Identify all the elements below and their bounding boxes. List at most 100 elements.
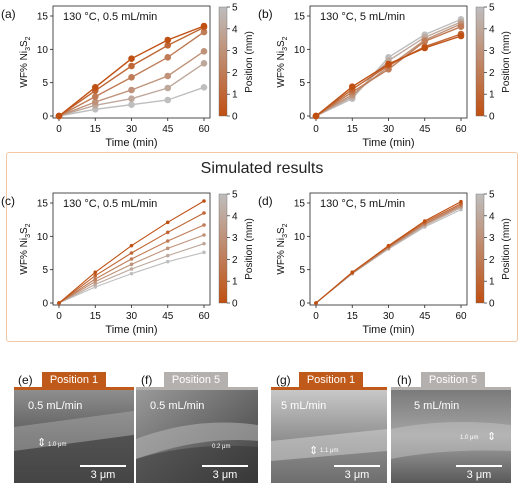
chart-c-xlabel: Time (min)	[105, 324, 157, 336]
chart-b-ylabel: WF% Ni3S2	[276, 36, 289, 87]
chart-a-ylabel-part: S	[19, 40, 30, 47]
chart-b-colorbar-tick-label-0: 0	[489, 112, 495, 123]
chart-b-xlabel: Time (min)	[362, 137, 414, 149]
chart-b-point-pos0	[385, 60, 392, 68]
chart-a-colorbar-tick-label-3: 3	[232, 46, 238, 57]
chart-a-colorbar-tick-label-4: 4	[232, 24, 238, 35]
chart-c-ylabel-part: 2	[25, 223, 32, 227]
chart-b-colorbar-tick-label-3: 3	[489, 46, 495, 57]
scale-bar-g: 3 μm	[332, 465, 382, 481]
chart-a-ylabel-part: WF% Ni	[19, 51, 30, 88]
chart-d-xtick-label-30: 30	[383, 311, 395, 322]
chart-c-point-pos4	[93, 282, 98, 287]
chart-a-point-pos0	[91, 84, 99, 91]
chart-c-point-pos4	[202, 241, 206, 246]
chart-c-point-pos3	[165, 246, 170, 251]
chart-a-xtick-label-60: 60	[198, 124, 210, 135]
chart-a-colorbar	[218, 6, 228, 117]
chart-c-point-pos0	[165, 220, 170, 225]
chart-c-colorbar-tick-label-0: 0	[232, 299, 238, 310]
chart-a-point-pos0	[55, 112, 63, 120]
chart-b-xtick-label-15: 15	[347, 124, 359, 135]
chart-c-point-pos1	[202, 211, 206, 215]
flow-label-g: 5 mL/min	[281, 400, 327, 412]
chart-c-point-pos1	[165, 230, 170, 235]
thickness-arrow-e: ⇕	[37, 437, 47, 449]
chart-c-point-pos3	[93, 279, 98, 284]
chart-a-colorbar-tick-label-1: 1	[232, 90, 238, 101]
chart-c-ylabel: WF% Ni3S2	[19, 223, 32, 274]
flow-label-h: 5 mL/min	[414, 400, 460, 412]
chart-d-point-pos0	[459, 199, 463, 204]
sem-image-g	[271, 389, 387, 483]
chart-d-ylabel-part: 2	[282, 223, 289, 227]
sem-image-f	[136, 389, 258, 483]
chart-a-colorbar-tick-label-0: 0	[232, 112, 238, 123]
chart-c-point-pos5	[202, 250, 206, 255]
chart-a-point-pos4	[128, 95, 135, 102]
chart-b-point-pos0	[457, 32, 465, 40]
simulated-results-title: Simulated results	[200, 160, 324, 177]
chart-d-point-pos0	[422, 219, 427, 223]
chart-c-ytick-label-5: 5	[42, 265, 48, 276]
chart-c-point-pos2	[129, 257, 134, 261]
position-tab-e: Position 1	[42, 372, 106, 388]
chart-b-colorbar-tick-label-1: 1	[489, 90, 495, 101]
chart-c-point-pos3	[202, 233, 206, 237]
chart-c-point-pos5	[165, 259, 170, 264]
chart-d-ylabel-part: S	[276, 227, 287, 234]
chart-a-point-pos3	[200, 48, 208, 55]
chart-a-xlabel: Time (min)	[105, 137, 157, 149]
thickness-label-f: 0.2 μm	[212, 444, 231, 450]
chart-c-point-pos2	[93, 277, 98, 281]
flow-label-e: 0.5 mL/min	[28, 400, 83, 412]
chart-d-ytick-label-5: 5	[299, 265, 305, 276]
chart-d-xtick-label-60: 60	[455, 311, 467, 322]
chart-c-ytick-label-0: 0	[42, 299, 48, 310]
chart-b-colorbar-tick-label-5: 5	[489, 3, 495, 14]
chart-b-ylabel-part: WF% Ni	[276, 51, 287, 88]
chart-b-panel-letter: (b)	[258, 7, 273, 21]
chart-d-condition: 130 °C, 5 mL/min	[320, 198, 405, 210]
chart-a-ytick-label-15: 15	[37, 12, 49, 23]
chart-c-xtick-label-45: 45	[162, 311, 174, 322]
chart-c-point-pos4	[129, 267, 134, 271]
thickness-label-g: 1.1 μm	[320, 448, 339, 454]
flow-label-f: 0.5 mL/min	[150, 400, 205, 412]
chart-c-panel-letter: (c)	[1, 194, 15, 208]
panel-letter-f: (f)	[141, 373, 153, 387]
chart-b-colorbar-tick-label-4: 4	[489, 24, 495, 35]
chart-d-xtick-label-45: 45	[419, 311, 431, 322]
tab-underline-e	[14, 387, 134, 390]
panel-letter-h: (h)	[397, 373, 412, 387]
chart-c-condition: 130 °C, 0.5 mL/min	[63, 198, 157, 210]
chart-b-ytick-label-0: 0	[299, 112, 305, 123]
chart-c-point-pos2	[202, 223, 206, 227]
chart-b-condition: 130 °C, 5 mL/min	[320, 11, 405, 23]
chart-c-xtick-label-15: 15	[90, 311, 102, 322]
scale-bar-e: 3 μm	[78, 465, 128, 481]
chart-b-xtick-label-0: 0	[313, 124, 319, 135]
position-tab-h: Position 5	[421, 372, 485, 388]
chart-a-point-pos4	[164, 84, 172, 92]
chart-a-ytick-label-0: 0	[42, 112, 48, 123]
chart-d-point-pos0	[386, 243, 391, 248]
chart-c-point-pos0	[57, 301, 61, 305]
chart-b-ytick-label-15: 15	[294, 12, 306, 23]
chart-a-point-pos3	[91, 98, 99, 106]
chart-b-colorbar-label: Position (mm)	[501, 31, 512, 93]
chart-a-point-pos0	[200, 22, 208, 30]
chart-c-xtick-label-60: 60	[198, 311, 210, 322]
chart-c-point-pos1	[129, 251, 134, 255]
chart-a-point-pos2	[200, 28, 208, 36]
chart-a-colorbar-tick-label-5: 5	[232, 3, 238, 14]
chart-a-xtick-label-45: 45	[162, 124, 174, 135]
chart-d-colorbar-tick-label-1: 1	[489, 277, 495, 288]
chart-b-xtick-label-60: 60	[455, 124, 467, 135]
chart-c-ytick-label-10: 10	[37, 232, 49, 243]
scale-bar-h: 3 μm	[454, 465, 504, 481]
chart-d-point-pos0	[350, 270, 355, 275]
chart-a-ylabel-part: 3	[25, 47, 32, 51]
chart-c-point-pos5	[129, 271, 134, 276]
chart-a-point-pos5	[164, 96, 172, 104]
